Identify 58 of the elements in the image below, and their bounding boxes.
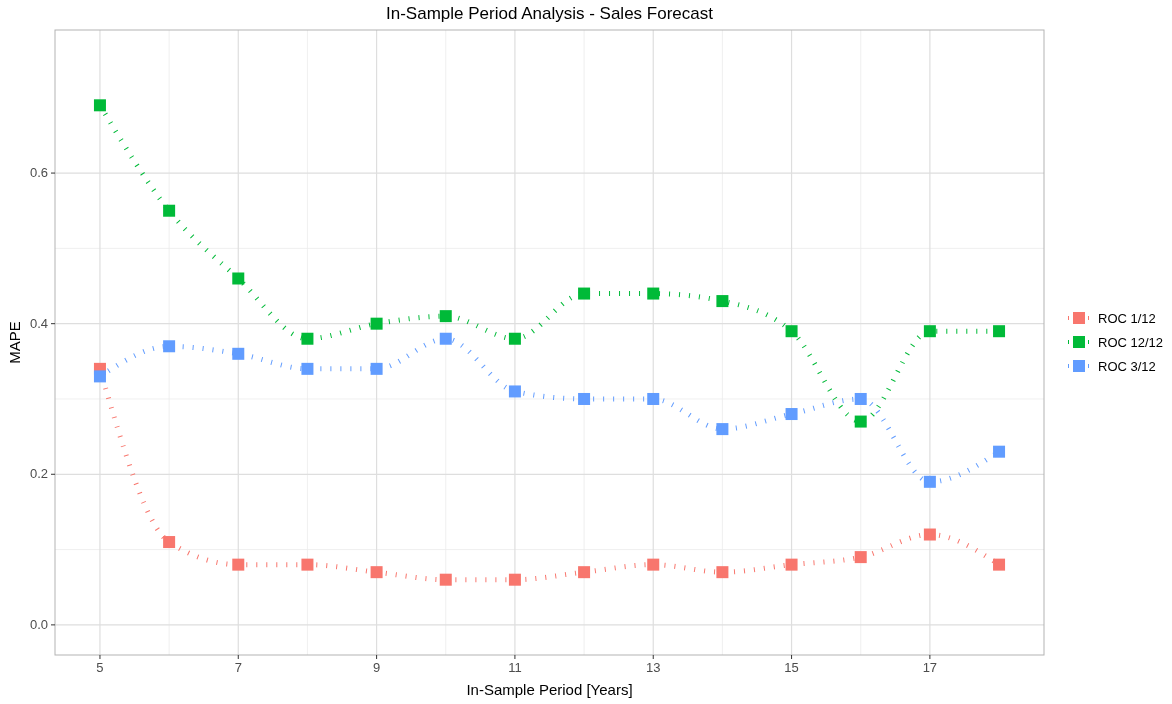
point [508,332,521,345]
point [854,392,867,405]
x-tick-label: 13 [646,660,661,675]
y-tick-label: 0.4 [29,315,48,331]
point [93,370,106,383]
point [785,558,798,571]
point [301,362,314,375]
x-tick-label: 5 [96,660,104,675]
point [439,310,452,323]
x-tick-label: 9 [372,660,381,675]
point [301,332,314,345]
point [578,287,591,300]
point [854,415,867,428]
chart-title: In-Sample Period Analysis - Sales Forecast [386,4,714,23]
point [647,287,660,300]
point [923,325,936,338]
x-tick-label: 7 [234,660,242,675]
point [716,566,729,579]
point [647,392,660,405]
point [716,423,729,436]
y-axis-title: MAPE [6,321,23,364]
point [439,573,452,586]
point [993,445,1006,458]
point [993,325,1006,338]
point [508,573,521,586]
point [163,204,176,217]
y-tick-label: 0.2 [29,466,48,482]
point [716,295,729,308]
point [163,340,176,353]
x-tick-label: 15 [784,660,799,675]
point [923,528,936,541]
legend-label: ROC 1/12 [1098,311,1156,326]
y-tick-label: 0.0 [29,616,48,632]
point [301,558,314,571]
point [439,332,452,345]
point [232,558,245,571]
point [923,475,936,488]
point [370,566,383,579]
x-axis-title: In-Sample Period [Years] [466,681,633,698]
point [232,272,245,285]
y-tick-label: 0.6 [29,165,48,181]
x-tick-label: 17 [922,660,938,675]
point [785,408,798,421]
point [785,325,798,338]
point [93,99,106,112]
point [578,392,591,405]
point [578,566,591,579]
point [370,362,383,375]
point [232,347,245,360]
point [370,317,383,330]
point [508,385,521,398]
point [993,558,1006,571]
point [163,536,176,549]
point [647,558,660,571]
x-tick-label: 11 [508,660,522,675]
legend-label: ROC 12/12 [1098,335,1164,350]
legend-label: ROC 3/12 [1098,359,1156,374]
point [854,551,867,564]
